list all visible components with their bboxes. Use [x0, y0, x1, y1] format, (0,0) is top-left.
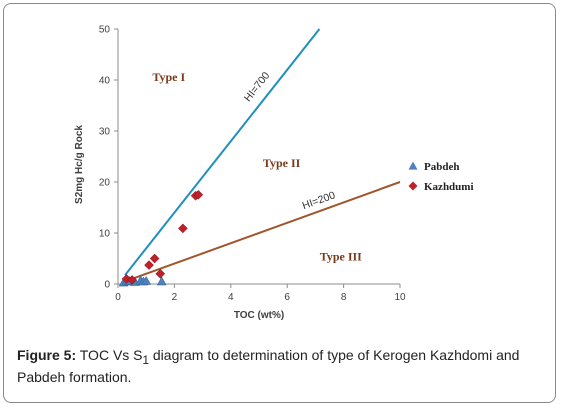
- scatter-chart: Type I Type II Type III HI=700 HI=200 0 2 4 6 8…: [74, 25, 474, 322]
- data-point-kazhdumi: [149, 253, 160, 264]
- y-tick-label: 50: [99, 25, 111, 36]
- data-point-kazhdumi: [193, 189, 204, 200]
- x-tick-label: 6: [284, 292, 290, 303]
- figure-frame: [3, 3, 556, 403]
- hi-line-2: [124, 181, 401, 283]
- y-tick-label: 40: [99, 76, 111, 87]
- hi-line-label-2: HI=200: [301, 189, 337, 212]
- figure-caption: Figure 5: TOC Vs S1 diagram to determina…: [17, 347, 547, 386]
- x-tick-label: 8: [341, 292, 347, 303]
- legend-marker-pabdeh: [408, 161, 418, 170]
- region-label: Type III: [320, 250, 362, 264]
- x-tick-label: 10: [394, 292, 406, 303]
- y-tick-label: 10: [99, 229, 111, 240]
- hi-line-label-1: HI=700: [242, 70, 273, 104]
- hi-line-1: [124, 28, 321, 276]
- y-tick-label: 30: [99, 127, 111, 138]
- x-tick-label: 2: [172, 292, 178, 303]
- region-label: Type I: [152, 70, 185, 84]
- region-label: Type II: [263, 156, 301, 170]
- legend-label-pabdeh: Pabdeh: [424, 161, 459, 173]
- data-point-kazhdumi: [144, 260, 154, 270]
- x-tick-label: 4: [228, 292, 234, 303]
- data-point-kazhdumi: [121, 274, 132, 284]
- data-point-kazhdumi: [127, 275, 137, 285]
- y-tick-label: 0: [104, 280, 110, 291]
- x-axis-title: TOC (wt%): [234, 310, 284, 321]
- caption-label: Figure 5:: [17, 347, 77, 363]
- data-point-pabdeh: [141, 275, 152, 285]
- data-point-kazhdumi: [178, 223, 188, 234]
- caption-text-2: diagram to determination of type of Kero…: [17, 347, 520, 385]
- data-point-kazhdumi: [155, 268, 166, 279]
- caption-subscript: 1: [142, 353, 149, 367]
- caption-text-1: TOC Vs S: [76, 347, 143, 363]
- y-tick-label: 20: [99, 178, 111, 189]
- x-tick-label: 0: [115, 292, 121, 303]
- legend-label-kazhdumi: Kazhdumi: [424, 181, 474, 193]
- data-point-pabdeh: [156, 276, 167, 286]
- legend-marker-kazhdumi: [408, 181, 418, 191]
- y-axis-title: S2mg Hc/g Rock: [74, 125, 85, 204]
